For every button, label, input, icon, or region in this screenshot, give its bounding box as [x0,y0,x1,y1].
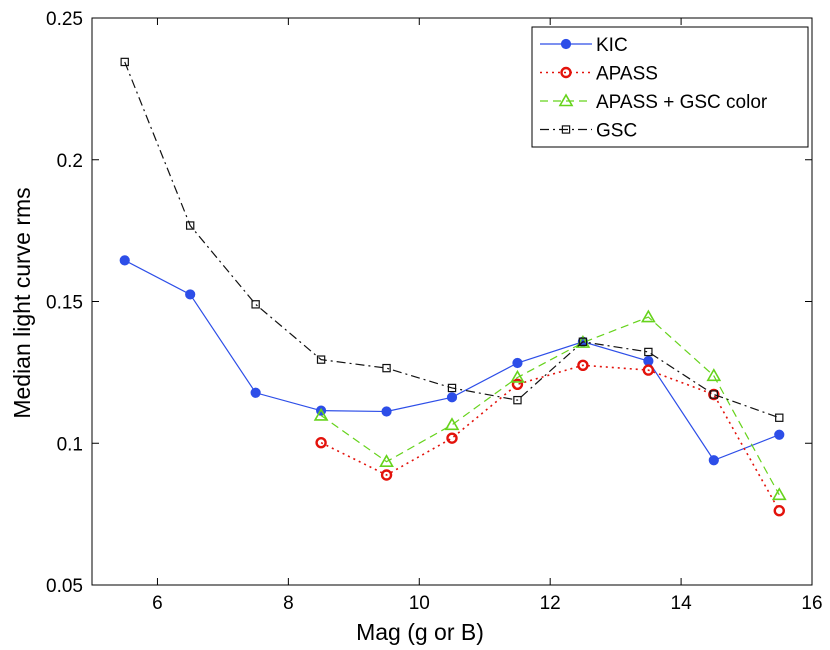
x-tick-label: 14 [671,593,693,614]
y-tick-label: 0.15 [46,293,83,314]
data-point-apass-gsc-color [771,487,787,501]
data-point-gsc [251,300,260,309]
data-point-gsc [709,390,719,399]
data-point-gsc [316,355,326,364]
data-point-kic [446,392,458,403]
data-point-apass [773,505,785,517]
series-line-gsc [124,61,780,419]
legend-label-gsc: GSC [596,121,637,142]
data-point-kic [381,406,392,417]
data-point-kic [774,429,785,440]
legend-marker-gsc [561,125,571,134]
series-line-apass [320,364,780,512]
y-tick-label: 0.2 [57,151,83,172]
x-tick-label: 12 [540,593,561,614]
data-point-gsc [513,395,522,405]
legend-box [531,26,809,148]
data-point-apass-gsc-color [313,407,329,421]
y-tick-label: 0.25 [46,9,83,30]
data-point-apass [577,359,589,371]
data-point-kic [250,387,261,398]
legend-label-apass-gsc-color: APASS + GSC color [596,92,768,113]
data-point-apass [708,388,720,401]
y-axis-label: Median light curve rms [9,187,35,418]
data-point-apass [380,469,393,481]
data-point-apass [446,432,458,444]
x-tick-label: 8 [283,593,294,614]
data-point-gsc [447,383,457,393]
data-point-apass [511,378,524,390]
legend-label-apass: APASS [596,64,658,85]
data-point-gsc [644,347,653,357]
data-point-apass-gsc-color [640,309,656,323]
plot-area: 6 8 10 12 14 16 0.05 0.1 0.15 0.2 0.25 [46,9,823,614]
legend-marker-apass-gsc-color [558,93,574,107]
data-point-gsc [382,363,391,373]
legend-marker-apass [560,66,572,79]
data-point-kic [643,355,654,367]
y-tick-label: 0.1 [57,434,83,455]
data-point-kic [185,289,196,300]
data-point-gsc [120,57,129,67]
legend-marker-kic [560,38,572,50]
legend-label-kic: KIC [596,35,628,56]
x-tick-label: 16 [801,593,822,614]
data-point-apass [642,364,655,376]
data-point-apass [315,436,327,449]
data-point-gsc [578,337,588,346]
series-line-apass-gsc-color [320,316,780,496]
data-point-kic [708,455,719,466]
x-tick-label: 6 [152,593,163,614]
data-point-apass-gsc-color [706,368,722,382]
x-axis-label: Mag (g or B) [356,619,484,645]
data-point-gsc [185,221,195,230]
legend: KIC APASS APASS + GSC color GSC [531,26,809,148]
data-point-kic [512,357,523,369]
x-tick-label: 10 [409,593,430,614]
data-point-apass-gsc-color [379,454,394,467]
data-point-apass-gsc-color [444,417,460,431]
data-point-kic [119,255,130,266]
data-point-apass-gsc-color [510,369,525,383]
data-point-gsc [775,413,784,422]
y-tick-label: 0.05 [46,576,83,597]
